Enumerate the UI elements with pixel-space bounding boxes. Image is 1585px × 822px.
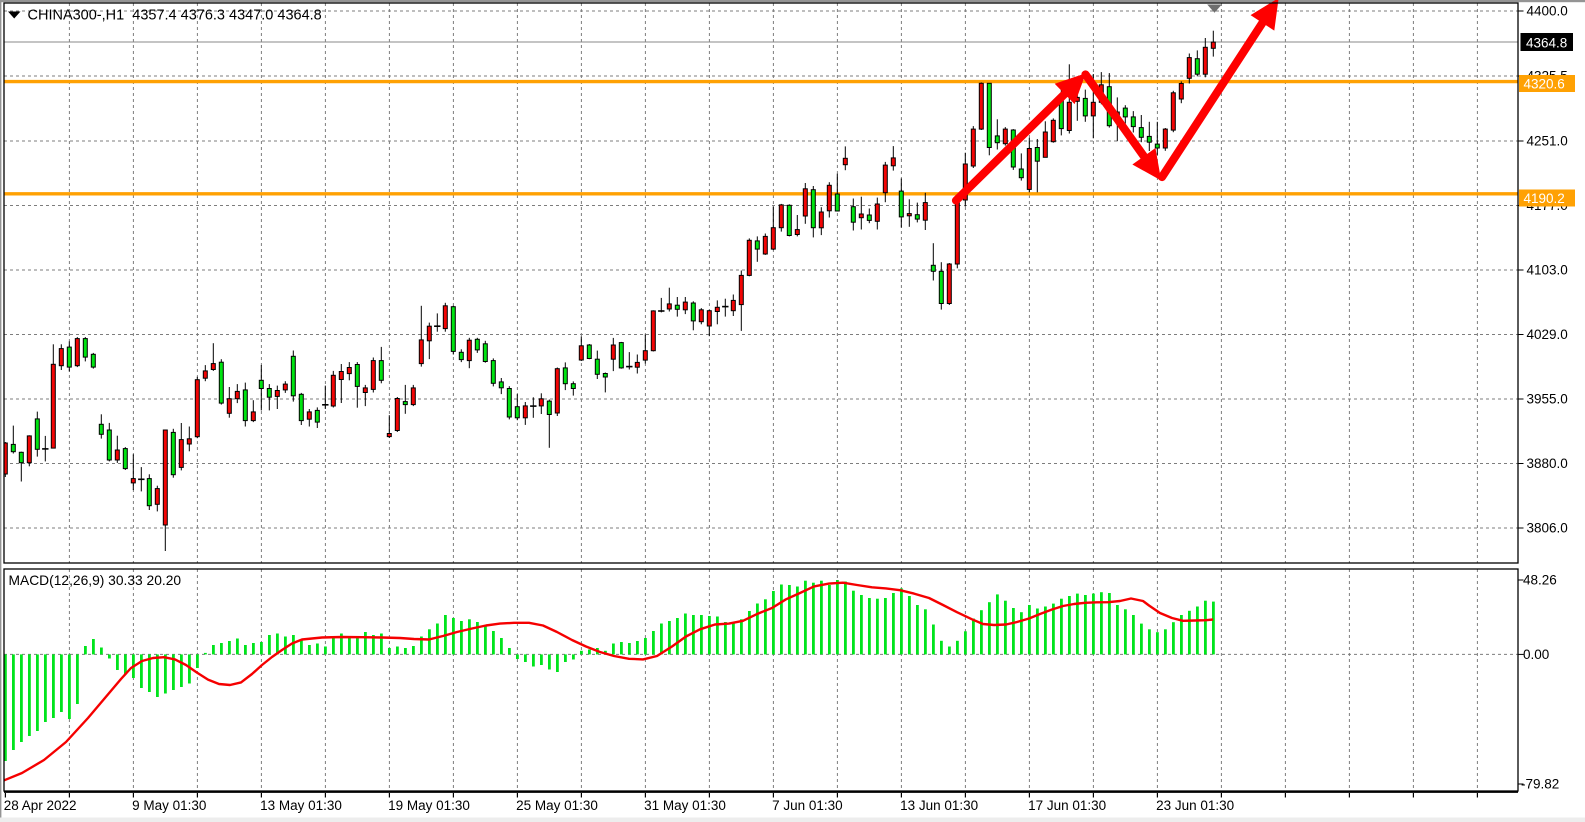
svg-text:MACD(12,26,9) 30.33 20.20: MACD(12,26,9) 30.33 20.20 (9, 573, 182, 588)
svg-text:4251.0: 4251.0 (1527, 134, 1568, 149)
svg-text:13 May 01:30: 13 May 01:30 (260, 798, 342, 813)
svg-text:9 May 01:30: 9 May 01:30 (132, 798, 206, 813)
svg-text:19 May 01:30: 19 May 01:30 (388, 798, 470, 813)
svg-text:-79.82: -79.82 (1521, 777, 1559, 792)
svg-text:4103.0: 4103.0 (1527, 263, 1568, 278)
svg-text:17 Jun 01:30: 17 Jun 01:30 (1028, 798, 1106, 813)
svg-text:48.26: 48.26 (1523, 573, 1557, 588)
svg-text:3806.0: 3806.0 (1527, 521, 1568, 536)
svg-text:4029.0: 4029.0 (1527, 327, 1568, 342)
svg-text:3880.0: 3880.0 (1527, 456, 1568, 471)
svg-text:31 May 01:30: 31 May 01:30 (644, 798, 726, 813)
svg-text:25 May 01:30: 25 May 01:30 (516, 798, 598, 813)
svg-text:13 Jun 01:30: 13 Jun 01:30 (900, 798, 978, 813)
svg-text:23 Jun 01:30: 23 Jun 01:30 (1156, 798, 1234, 813)
svg-text:28 Apr 2022: 28 Apr 2022 (4, 798, 77, 813)
svg-text:3955.0: 3955.0 (1527, 392, 1568, 407)
svg-text:4400.0: 4400.0 (1527, 4, 1568, 19)
svg-text:4320.6: 4320.6 (1524, 77, 1565, 92)
svg-text:4190.2: 4190.2 (1524, 191, 1565, 206)
svg-text:7 Jun 01:30: 7 Jun 01:30 (772, 798, 843, 813)
svg-text:0.00: 0.00 (1523, 647, 1549, 662)
svg-text:CHINA300-,H1 4357.4 4376.3 43: CHINA300-,H1 4357.4 4376.3 4347.0 4364.8 (28, 7, 322, 23)
svg-text:4364.8: 4364.8 (1526, 35, 1567, 50)
